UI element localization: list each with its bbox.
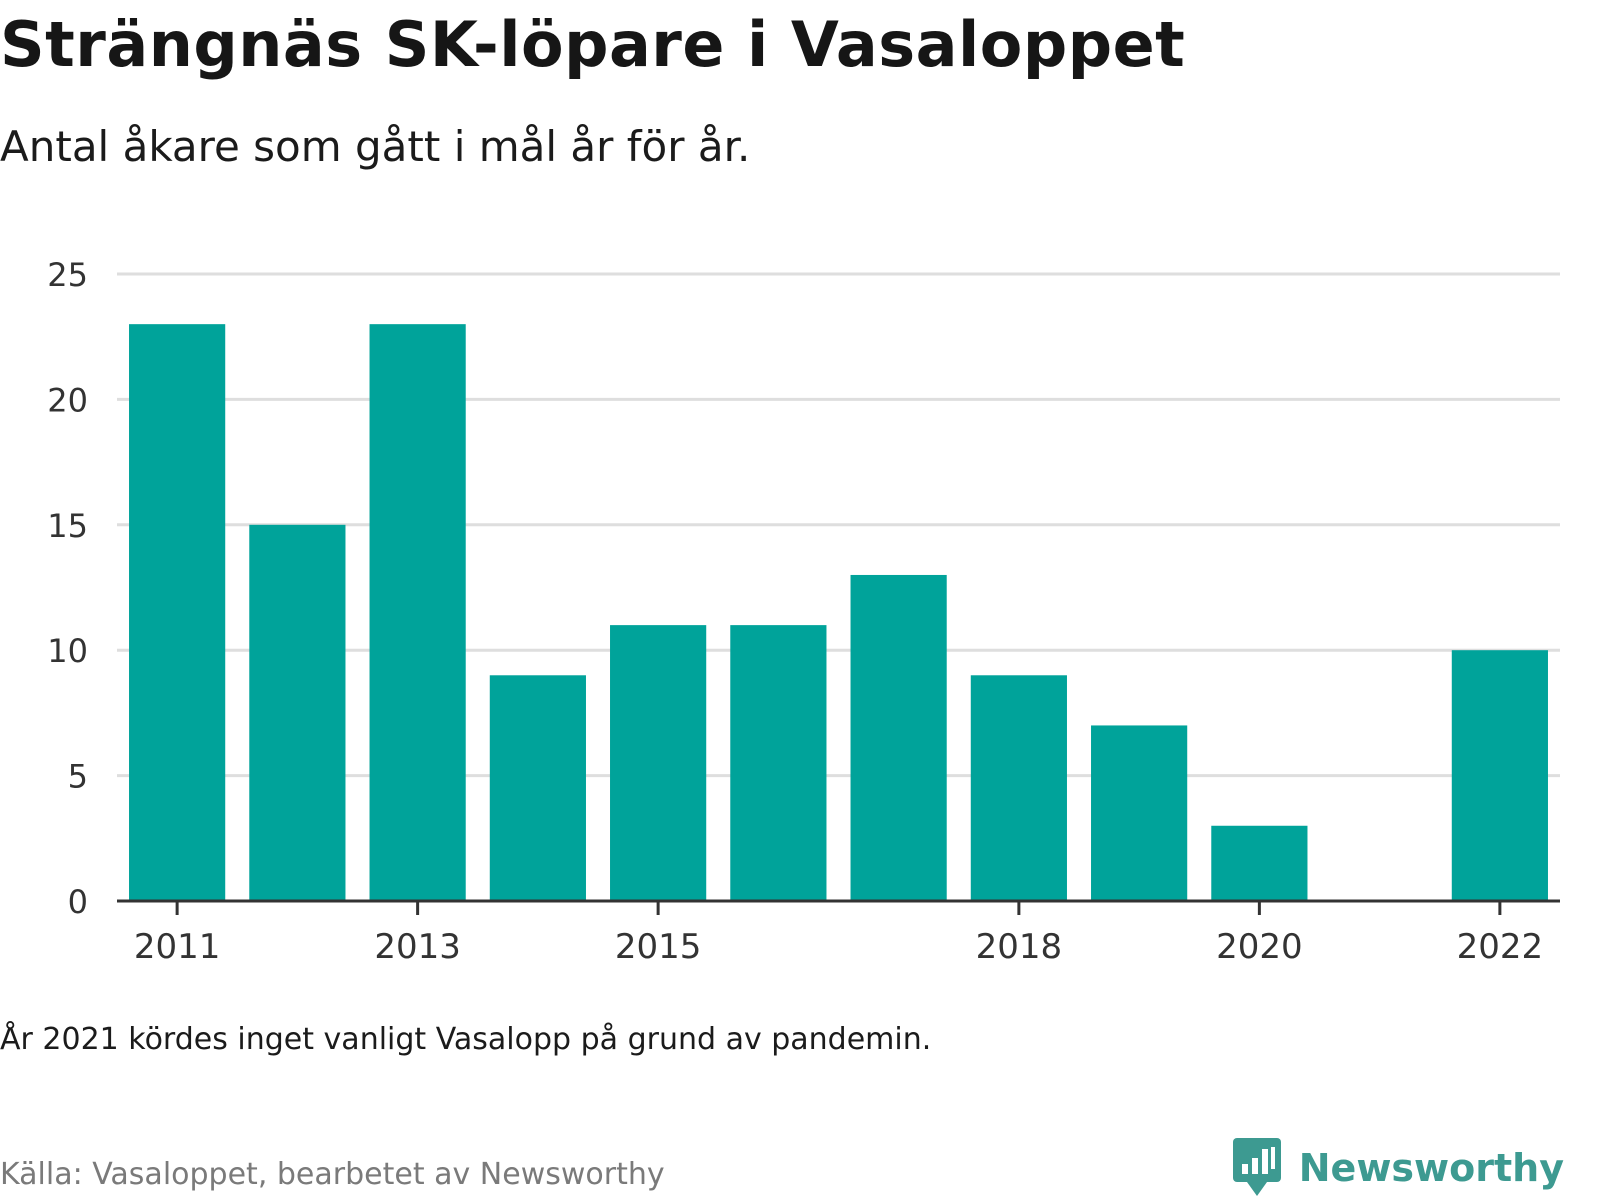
bar-2017 bbox=[850, 574, 947, 901]
chart-subtitle: Antal åkare som gått i mål år för år. bbox=[0, 122, 751, 171]
bar-2018 bbox=[970, 675, 1067, 901]
bar-2013 bbox=[369, 324, 466, 901]
x-tick-label: 2013 bbox=[374, 927, 461, 960]
y-tick-label: 5 bbox=[68, 758, 88, 796]
x-tick-label: 2020 bbox=[1216, 927, 1303, 960]
y-tick-label: 25 bbox=[47, 256, 88, 294]
bar-2011 bbox=[129, 324, 226, 901]
chart-note: År 2021 kördes inget vanligt Vasalopp på… bbox=[0, 1022, 932, 1057]
y-tick-label: 20 bbox=[47, 381, 88, 419]
bar-2015 bbox=[610, 625, 707, 901]
brand-name: Newsworthy bbox=[1298, 1146, 1564, 1190]
x-tick-label: 2011 bbox=[134, 927, 221, 960]
bar-2022 bbox=[1451, 650, 1548, 901]
bar-2016 bbox=[730, 625, 827, 901]
bar-2014 bbox=[489, 675, 586, 901]
brand-logo: Newsworthy bbox=[1232, 1138, 1564, 1198]
newsworthy-logo-icon bbox=[1232, 1138, 1281, 1196]
y-tick-label: 10 bbox=[47, 632, 88, 670]
bar-chart: 0 5 10 15 20 25 2011 2013 2015 2018 2020 2022 bbox=[47, 256, 1560, 960]
source-text: Källa: Vasaloppet, bearbetet av Newswort… bbox=[0, 1157, 665, 1192]
x-tick-label: 2015 bbox=[615, 927, 702, 960]
y-tick-label: 0 bbox=[68, 883, 88, 921]
bar-2019 bbox=[1091, 725, 1188, 901]
x-tick-label: 2018 bbox=[976, 927, 1063, 960]
bar-2020 bbox=[1211, 825, 1308, 901]
y-tick-label: 15 bbox=[47, 507, 88, 545]
chart-title: Strängnäs SK-löpare i Vasaloppet bbox=[0, 8, 1186, 81]
x-tick-label: 2022 bbox=[1457, 927, 1544, 960]
bar-2012 bbox=[249, 524, 346, 901]
